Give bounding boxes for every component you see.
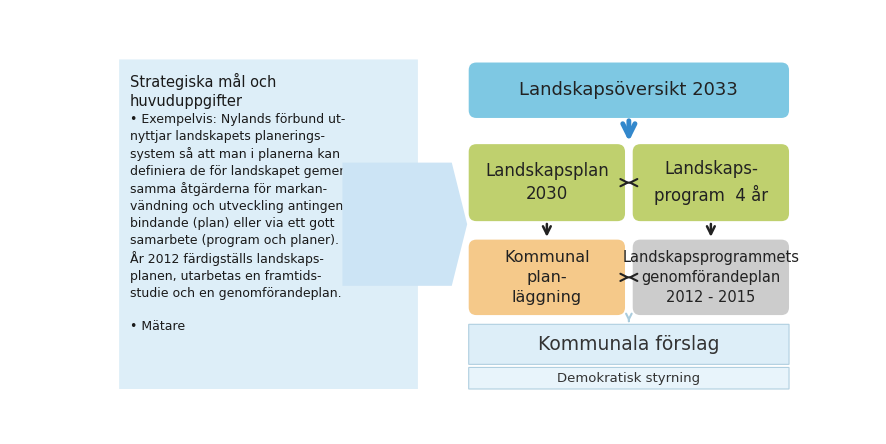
Text: Strategiska mål och
huvuduppgifter: Strategiska mål och huvuduppgifter	[130, 73, 276, 109]
Text: Landskapsöversikt 2033: Landskapsöversikt 2033	[519, 81, 738, 99]
FancyBboxPatch shape	[469, 63, 789, 118]
FancyBboxPatch shape	[469, 144, 625, 221]
Text: • Exempelvis: Nylands förbund ut-
nyttjar landskapets planerings-
system så att : • Exempelvis: Nylands förbund ut- nyttja…	[130, 113, 352, 333]
Text: Kommunala förslag: Kommunala förslag	[538, 335, 719, 354]
FancyBboxPatch shape	[469, 368, 789, 389]
Text: Landskapsprogrammets
genomförandeplan
2012 - 2015: Landskapsprogrammets genomförandeplan 20…	[622, 250, 799, 305]
Text: Demokratisk styrning: Demokratisk styrning	[557, 372, 701, 385]
FancyBboxPatch shape	[469, 324, 789, 365]
FancyBboxPatch shape	[119, 59, 418, 389]
Text: Kommunal
plan-
läggning: Kommunal plan- läggning	[504, 250, 590, 305]
FancyBboxPatch shape	[633, 144, 789, 221]
Text: Landskapsplan
2030: Landskapsplan 2030	[485, 162, 609, 203]
FancyBboxPatch shape	[469, 240, 625, 315]
FancyBboxPatch shape	[633, 240, 789, 315]
Polygon shape	[342, 163, 467, 286]
Text: Landskaps-
program  4 år: Landskaps- program 4 år	[654, 160, 768, 205]
